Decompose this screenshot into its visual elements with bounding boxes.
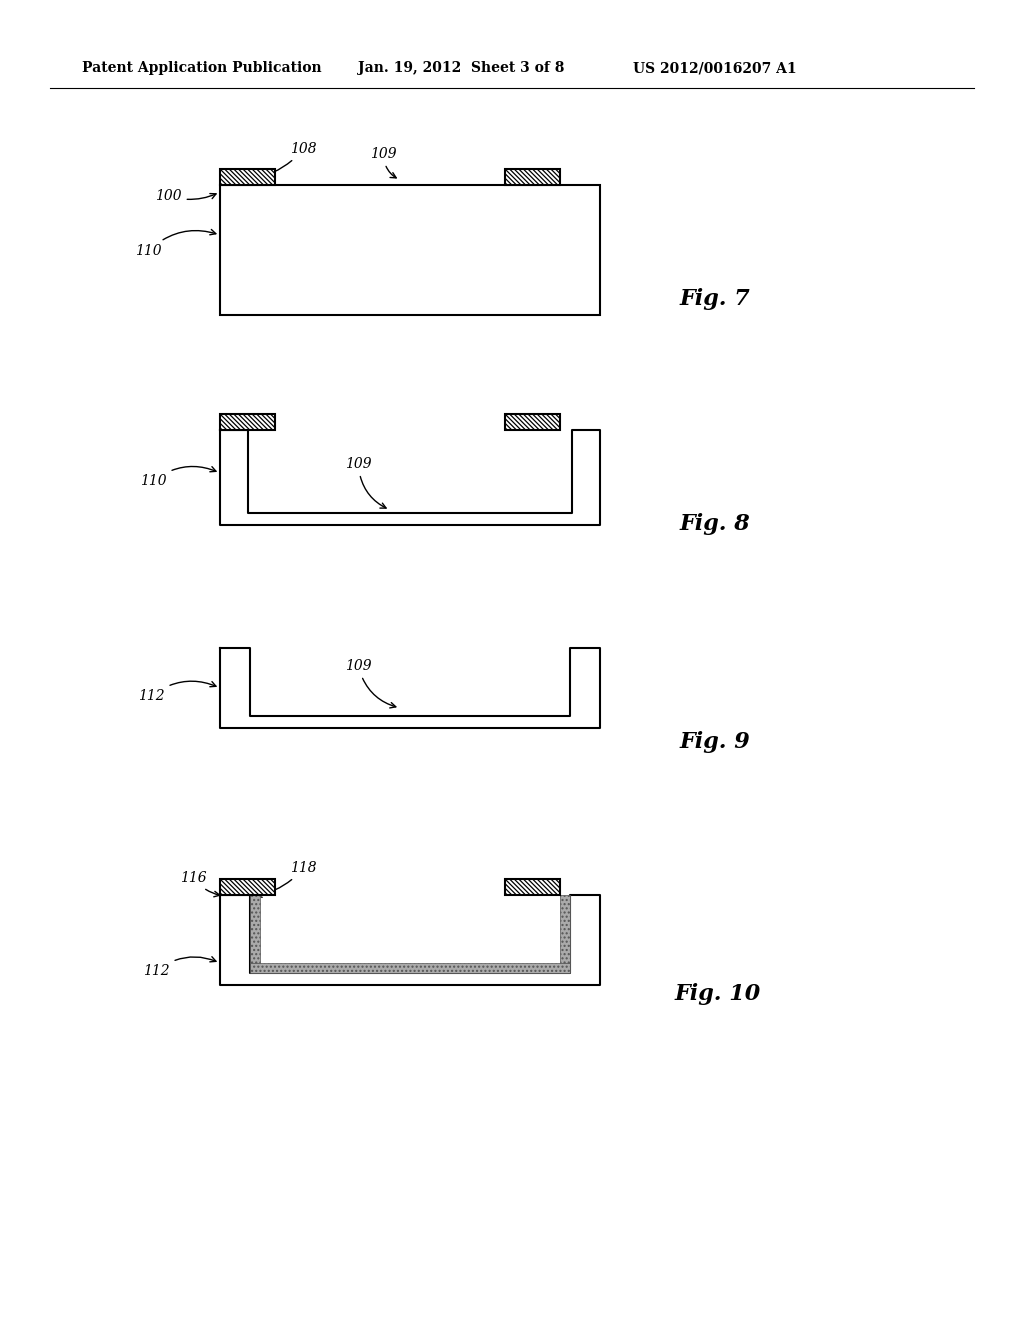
Bar — [250, 895, 260, 964]
Bar — [220, 185, 600, 315]
Bar — [505, 414, 560, 430]
Text: 110: 110 — [140, 466, 216, 488]
Bar — [250, 964, 570, 973]
Text: Fig. 10: Fig. 10 — [675, 983, 761, 1005]
Text: Jan. 19, 2012  Sheet 3 of 8: Jan. 19, 2012 Sheet 3 of 8 — [358, 61, 564, 75]
Bar — [560, 895, 570, 964]
Bar — [220, 169, 275, 185]
Text: 112: 112 — [143, 957, 216, 978]
Text: 109: 109 — [345, 457, 386, 508]
Text: 109: 109 — [370, 147, 396, 178]
Text: 112: 112 — [138, 681, 216, 704]
Text: Fig. 8: Fig. 8 — [680, 513, 751, 535]
Text: 109: 109 — [345, 659, 396, 708]
Bar — [505, 169, 560, 185]
Text: Patent Application Publication: Patent Application Publication — [82, 61, 322, 75]
Bar — [220, 879, 275, 895]
Text: 110: 110 — [135, 230, 216, 257]
Text: US 2012/0016207 A1: US 2012/0016207 A1 — [633, 61, 797, 75]
Text: 100: 100 — [155, 189, 216, 203]
Bar — [505, 879, 560, 895]
Bar — [220, 414, 275, 430]
Text: Fig. 9: Fig. 9 — [680, 731, 751, 752]
Text: 108: 108 — [252, 143, 316, 181]
Text: Fig. 7: Fig. 7 — [680, 288, 751, 310]
Text: 118: 118 — [256, 861, 316, 898]
Text: 116: 116 — [180, 871, 220, 896]
